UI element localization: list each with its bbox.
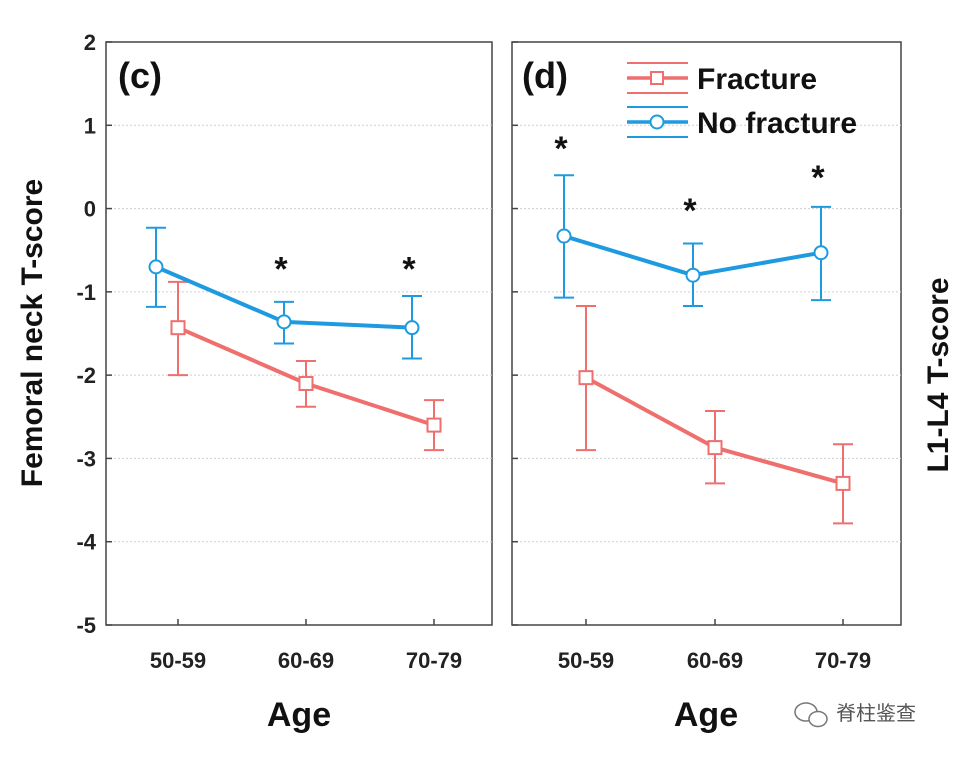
panel-c-gridlines	[106, 41, 492, 626]
panel-c-x-axis-label: Age	[267, 696, 331, 734]
no-fracture-point	[276, 314, 292, 330]
no-fracture-point	[813, 245, 829, 261]
no-fracture-point	[404, 320, 420, 336]
panel-d-gridlines	[512, 41, 901, 626]
significance-star: *	[554, 130, 568, 168]
panel-d-x-ticks: 50-59 60-69 70-79	[558, 619, 871, 673]
y-tick-label: -5	[76, 613, 96, 638]
legend-no-fracture-marker	[649, 114, 665, 130]
no-fracture-point	[148, 259, 164, 275]
panel-c-marks: * *	[146, 226, 444, 452]
x-tick-label: 50-59	[150, 648, 206, 673]
significance-star: *	[274, 251, 288, 289]
watermark: 脊柱鉴查	[794, 701, 916, 728]
no-fracture-point	[685, 267, 701, 283]
panel-d-frame	[511, 41, 902, 626]
y-tick-label: 0	[84, 197, 96, 222]
panel-d-x-axis-label: Age	[674, 696, 738, 734]
significance-star: *	[811, 159, 825, 197]
x-tick-label: 50-59	[558, 648, 614, 673]
fracture-point	[170, 320, 186, 336]
panel-c-y-ticks: -5 -4 -3 -2 -1 0 1 2	[76, 30, 96, 638]
panel-d-y-axis-label: L1-L4 T-score	[922, 277, 955, 472]
fracture-point	[426, 417, 442, 433]
legend-fracture-marker	[650, 71, 664, 85]
panel-c-label: (c)	[118, 55, 162, 96]
panel-d-marks: * * *	[554, 130, 853, 525]
panel-d: 50-59 60-69 70-79 * * * (d) Age L1-L4 T-scor…	[511, 41, 955, 734]
y-tick-label: 1	[84, 113, 96, 138]
y-tick-label: -4	[76, 530, 96, 555]
y-tick-label: -3	[76, 446, 96, 471]
fracture-point	[835, 475, 851, 491]
legend-entry-no-fracture: No fracture	[627, 106, 857, 140]
x-tick-label: 70-79	[406, 648, 462, 673]
watermark-text: 脊柱鉴查	[836, 701, 916, 725]
significance-star: *	[402, 251, 416, 289]
x-tick-label: 70-79	[815, 648, 871, 673]
legend-entry-fracture: Fracture	[627, 62, 817, 96]
significance-star: *	[683, 192, 697, 230]
x-tick-label: 60-69	[278, 648, 334, 673]
y-tick-label: -1	[76, 280, 96, 305]
legend-no-fracture-label: No fracture	[697, 107, 857, 140]
x-tick-label: 60-69	[687, 648, 743, 673]
fracture-point	[298, 375, 314, 391]
panel-c-y-axis-label: Femoral neck T-score	[16, 179, 49, 487]
no-fracture-point	[556, 228, 572, 244]
y-tick-label: -2	[76, 363, 96, 388]
legend: Fracture No fracture	[627, 62, 857, 140]
y-tick-label: 2	[84, 30, 96, 55]
wechat-icon	[794, 702, 828, 728]
panel-d-label: (d)	[522, 55, 568, 96]
fracture-point	[707, 440, 723, 456]
legend-fracture-label: Fracture	[697, 63, 817, 96]
panel-c-frame	[105, 41, 493, 626]
panel-c-x-ticks: 50-59 60-69 70-79	[150, 619, 462, 673]
fracture-point	[578, 370, 594, 386]
